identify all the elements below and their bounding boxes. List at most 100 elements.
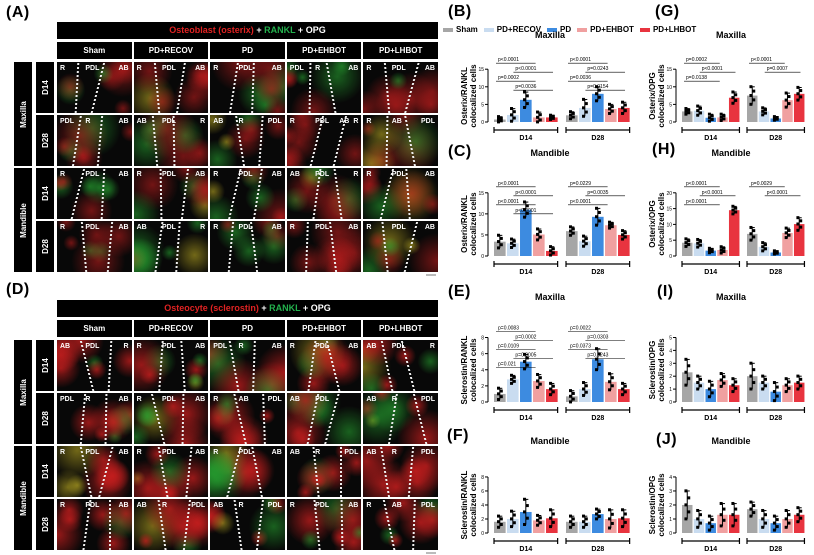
day-label: D14 — [36, 62, 54, 113]
micrograph-image: AB PDL R — [286, 168, 362, 219]
tissue-label: R — [136, 171, 142, 178]
tissue-label: R — [429, 343, 435, 350]
x-category-label: D14 — [519, 415, 532, 422]
tissue-label: PDL — [161, 224, 176, 231]
micrograph-row: PDL R AB R PDL AB R AB PDL AB PDL AB R PDL — [57, 393, 438, 444]
p-value-annotation: p=0.0022 — [570, 326, 591, 332]
tissue-label: PDL — [420, 502, 435, 509]
micrograph-image: R PDL AB — [210, 221, 285, 272]
tissue-label: AB — [391, 118, 402, 125]
stain-header: Osteocyte (sclerostin) + RANKL + OPG — [57, 300, 438, 317]
tissue-label: R — [60, 171, 66, 178]
tissue-label: R — [85, 118, 91, 125]
group-header: Sham — [57, 42, 132, 59]
tissue-label: AB — [118, 118, 129, 125]
x-category-label: D14 — [519, 546, 532, 553]
micrograph-image: AB R PDL — [363, 393, 438, 444]
chart-g-osterix-opg-maxilla: Maxilla Osterix/OPG colocalized cells 0 5 10… — [648, 30, 814, 142]
tissue-label: PDL — [161, 118, 176, 125]
tissue-label: AB — [339, 118, 350, 125]
tissue-label: PDL — [391, 224, 406, 231]
svg-text:6: 6 — [481, 352, 484, 358]
svg-text:0: 0 — [669, 120, 672, 126]
p-value-annotation: p=0.0243 — [587, 353, 608, 359]
p-value-annotation: p<0.0001 — [515, 66, 536, 72]
tissue-label: R — [85, 396, 91, 403]
tissue-label: AB — [118, 449, 129, 456]
jaw-label: Maxilla — [14, 62, 32, 166]
scale-bar — [426, 274, 436, 276]
chart-e-sclerostin-rankl-maxilla: Maxilla Sclerostin/RANKL colocalized cell… — [460, 292, 640, 422]
svg-text:10: 10 — [478, 212, 484, 218]
micrograph-panel-d: Osteocyte (sclerostin) + RANKL + OPG Sham… — [14, 294, 438, 554]
micrograph-image: R PDL AB — [286, 499, 362, 550]
x-category-label: D14 — [519, 269, 532, 276]
tissue-label: AB — [391, 502, 402, 509]
chart-h-osterix-opg-mandible: Mandible Osterix/OPG colocalized cells 0 5 1… — [648, 148, 814, 276]
svg-text:5: 5 — [669, 238, 672, 244]
svg-text:0: 0 — [481, 120, 484, 126]
p-value-annotation: p=0.0109 — [498, 344, 519, 350]
p-value-annotation: p=0.0303 — [587, 335, 608, 341]
tissue-label: AB — [271, 171, 282, 178]
x-category-label: D28 — [591, 135, 604, 142]
x-category-label: D14 — [704, 135, 717, 142]
svg-text:2: 2 — [669, 503, 672, 509]
micrograph-image: R PDL AB — [210, 446, 285, 497]
tissue-label: PDL — [213, 343, 228, 350]
svg-text:8: 8 — [481, 336, 484, 342]
day-label: D14 — [36, 340, 54, 391]
pdl-boundary-line — [109, 499, 112, 550]
micrograph-image: R PDL AB — [210, 168, 285, 219]
micrograph-image: R PDL AB — [133, 340, 209, 391]
micrograph-row: R PDL AB R PDL AB R PDL AB AB PDL R R PDL AB — [57, 168, 438, 219]
tissue-label: PDL — [238, 65, 253, 72]
group-header: Sham — [57, 320, 132, 337]
tissue-label: PDL — [85, 171, 100, 178]
micrograph-image: PDL R AB — [286, 62, 362, 113]
svg-text:4: 4 — [481, 503, 484, 509]
micrograph-image: R PDL AB — [57, 221, 132, 272]
legend-item-pd-ehbot: PD+EHBOT — [577, 25, 634, 34]
micrograph-panel-a: Osteoblast (osterix) + RANKL + OPG Sham PD… — [14, 16, 438, 278]
tissue-label: R — [161, 502, 167, 509]
legend-item-pd: PD — [547, 25, 571, 34]
micrograph-image: AB R PDL — [210, 115, 285, 166]
group-header: PD+EHBOT — [286, 320, 362, 337]
panel-label-d: (D) — [6, 281, 30, 298]
panel-label-a: (A) — [6, 4, 30, 21]
stain-header: Osteoblast (osterix) + RANKL + OPG — [57, 22, 438, 39]
micrograph-image: AB R PDL — [133, 499, 209, 550]
p-value-annotation: p=0.0029 — [751, 181, 772, 187]
svg-text:0: 0 — [669, 254, 672, 260]
tissue-label: AB — [289, 171, 300, 178]
micrograph-image: R PDL AB — [286, 340, 362, 391]
tissue-label: PDL — [315, 502, 330, 509]
svg-text:15: 15 — [478, 191, 484, 197]
tissue-label: AB — [213, 502, 224, 509]
bar-plot: 0 5 10 15 D14 D28 p<0.0001 p<0.0001 p<0.0001 p<0.… — [478, 181, 631, 276]
x-category-label: D28 — [591, 546, 604, 553]
p-value-annotation: p=0.0005 — [515, 353, 536, 359]
tissue-label: PDL — [267, 396, 282, 403]
micrograph-image: R AB PDL — [363, 115, 438, 166]
p-value-annotation: p<0.0001 — [751, 57, 772, 63]
tissue-label: R — [60, 65, 66, 72]
bar-plot: 0 5 10 15 20 D14 D28 p<0.0001 p<0.0001 p<0.0001 p=… — [666, 181, 806, 276]
micrograph-row: AB PDL R R PDL AB PDL R AB R PDL AB AB PDL R — [57, 340, 438, 391]
tissue-label: PDL — [191, 502, 206, 509]
micrograph-image: R PDL AB — [57, 168, 132, 219]
micrograph-image: R PDL AB — [57, 499, 132, 550]
tissue-label: AB — [136, 502, 147, 509]
tissue-label: R — [136, 65, 142, 72]
chart-title: Mandible — [711, 148, 751, 158]
micrograph-row: R PDL AB AB R PDL AB R PDL R PDL AB R AB PDL — [57, 499, 438, 550]
x-category-label: D28 — [769, 415, 782, 422]
micrograph-image: PDL R AB — [57, 393, 132, 444]
panel-label-h: (H) — [652, 141, 676, 158]
tissue-label: R — [289, 118, 295, 125]
p-value-annotation: p<0.0001 — [570, 199, 591, 205]
micrograph-row: R PDL AB R PDL AB R PDL AB PDL R AB R PDL AB — [57, 62, 438, 113]
micrograph-image: R AB PDL — [210, 393, 285, 444]
x-category-label: D14 — [704, 269, 717, 276]
